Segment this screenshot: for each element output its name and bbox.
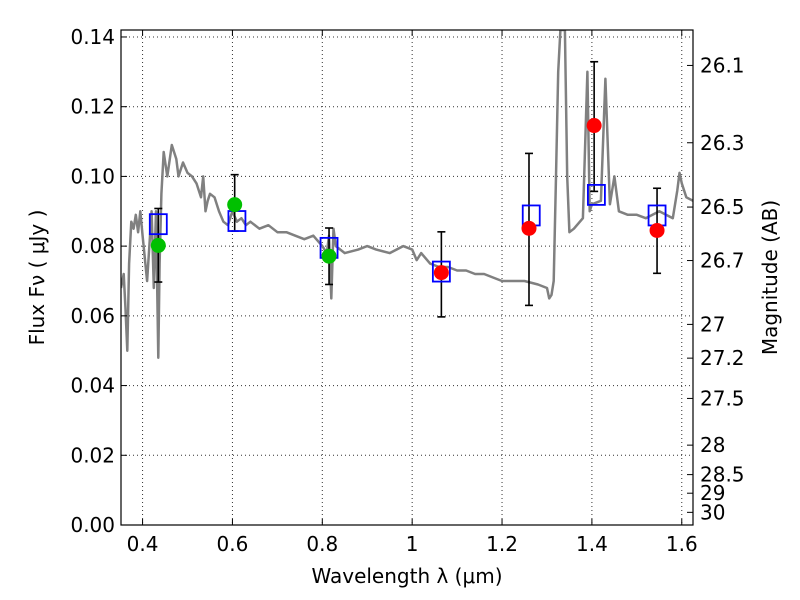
plot-frame <box>120 29 694 526</box>
y-tick-label: 0.10 <box>70 164 115 188</box>
x-tick-label: 1.2 <box>486 532 518 556</box>
mag-tick-label: 26.5 <box>700 195 745 219</box>
mag-tick-label: 28.5 <box>700 463 745 487</box>
model-spectrum-line <box>121 30 693 359</box>
x-tick-label: 1.4 <box>576 532 608 556</box>
observed-point-green <box>321 248 337 264</box>
observed-point-red <box>433 265 449 281</box>
y-tick-label: 0.12 <box>70 95 115 119</box>
observed-point-red <box>586 118 602 134</box>
y-axis-title: Flux Fν ( μJy ) <box>25 210 49 346</box>
x-tick-label: 0.8 <box>306 532 338 556</box>
observed-point-red <box>649 222 665 238</box>
mag-tick-label: 26.3 <box>700 131 745 155</box>
model-flux-square <box>586 183 606 206</box>
mag-tick-label: 27 <box>700 312 725 336</box>
observed-point-red <box>521 220 537 236</box>
axis-ticks: 0.4 0.6 0.8 1 1.2 1.4 1.6 0.00 0.02 0.04 0.06 0.08 0… <box>70 25 744 556</box>
mag-tick-label: 30 <box>700 500 725 524</box>
x-axis-title: Wavelength λ (μm) <box>311 564 502 588</box>
observed-point-green <box>150 237 166 253</box>
x-tick-label: 0.4 <box>127 532 159 556</box>
x-tick-label: 1 <box>406 532 419 556</box>
mag-tick-label: 28 <box>700 433 725 457</box>
y-tick-label: 0.00 <box>70 513 115 537</box>
mag-tick-label: 27.5 <box>700 386 745 410</box>
observed-flux-points <box>150 118 665 281</box>
y-tick-label: 0.08 <box>70 234 115 258</box>
mag-tick-label: 26.1 <box>700 53 745 77</box>
y-tick-label: 0.14 <box>70 25 115 49</box>
error-bars <box>154 60 662 318</box>
mag-tick-label: 26.7 <box>700 249 745 273</box>
model-flux-square <box>148 213 168 236</box>
x-tick-label: 1.6 <box>666 532 698 556</box>
observed-point-green <box>227 197 243 213</box>
mag-tick-label: 29 <box>700 481 725 505</box>
y-tick-label: 0.02 <box>70 443 115 467</box>
model-spectrum <box>121 30 693 359</box>
y-tick-label: 0.04 <box>70 374 115 398</box>
model-flux-squares <box>148 183 667 283</box>
model-flux-square <box>431 260 451 283</box>
right-axis-title: Magnitude (AB) <box>758 200 782 355</box>
x-tick-label: 0.6 <box>217 532 249 556</box>
mag-tick-label: 27.2 <box>700 346 745 370</box>
y-tick-label: 0.06 <box>70 304 115 328</box>
